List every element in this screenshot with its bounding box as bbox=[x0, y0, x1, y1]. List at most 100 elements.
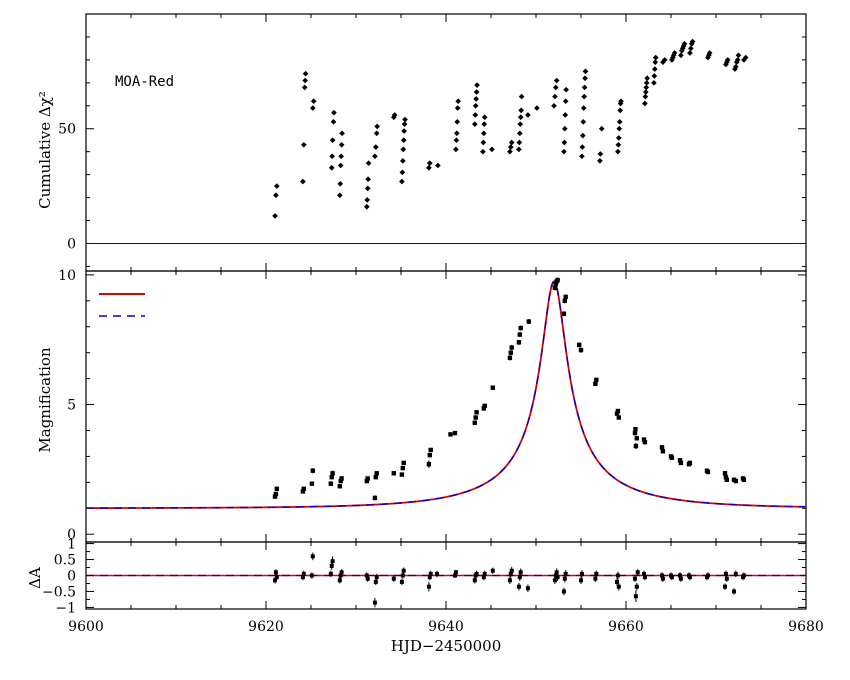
residual-point bbox=[399, 579, 404, 584]
chi2-point bbox=[302, 77, 308, 84]
chi2-point bbox=[329, 137, 336, 144]
chi2-point bbox=[643, 80, 650, 86]
chi2-point bbox=[644, 75, 650, 82]
residual-point bbox=[339, 570, 344, 575]
chi2-point bbox=[617, 107, 623, 114]
mag-point bbox=[634, 436, 639, 441]
y-tick-label: 10 bbox=[58, 268, 76, 284]
mag-point bbox=[678, 460, 684, 466]
chi2-point bbox=[525, 112, 531, 118]
mag-point bbox=[555, 277, 560, 283]
chi2-point bbox=[401, 128, 407, 134]
chi2-point bbox=[507, 148, 513, 155]
chi2-point bbox=[681, 41, 688, 47]
residual-point bbox=[642, 571, 646, 576]
mag-point bbox=[722, 471, 728, 476]
chi2-point bbox=[643, 84, 650, 91]
residual-point bbox=[525, 586, 530, 591]
x-tick-label: 9600 bbox=[68, 619, 104, 635]
mag-point bbox=[633, 426, 638, 432]
residual-point bbox=[723, 584, 727, 589]
mag-point bbox=[669, 455, 675, 460]
x-tick-label: 9680 bbox=[788, 619, 824, 635]
chi2-point bbox=[337, 162, 344, 169]
chi2-point bbox=[365, 176, 371, 183]
mag-point bbox=[374, 471, 379, 476]
mag-point bbox=[365, 476, 370, 481]
y-tick-label: 1 bbox=[67, 537, 76, 553]
chi2-point bbox=[310, 98, 317, 105]
chi2-point bbox=[552, 84, 559, 91]
mag-point bbox=[705, 469, 711, 475]
mag-point bbox=[373, 474, 378, 480]
chi2-point bbox=[562, 98, 569, 105]
mag-point bbox=[452, 430, 458, 436]
chi2-point bbox=[508, 139, 515, 146]
mag-point bbox=[472, 420, 477, 425]
residual-point bbox=[678, 573, 682, 578]
residual-point bbox=[374, 575, 379, 580]
chi2-point bbox=[336, 192, 343, 199]
residual-point bbox=[328, 571, 333, 576]
residual-point bbox=[427, 575, 432, 580]
chi2-point bbox=[364, 197, 371, 203]
chi2-point bbox=[363, 203, 370, 210]
y-tick-label: 0 bbox=[67, 569, 76, 585]
mag-point bbox=[301, 486, 306, 492]
residual-point bbox=[705, 573, 710, 578]
x-tick-label: 9620 bbox=[248, 619, 284, 635]
chi2-point bbox=[661, 57, 668, 63]
chi2-point bbox=[561, 139, 568, 146]
y-tick-label: 0.5 bbox=[54, 553, 76, 569]
y-tick-label: −1 bbox=[55, 600, 76, 616]
residual-point bbox=[337, 578, 342, 583]
chi2-point bbox=[652, 59, 659, 66]
mag-point bbox=[614, 411, 620, 416]
chi2-point bbox=[561, 148, 567, 155]
chi2-point bbox=[426, 164, 432, 171]
x-axis-label: HJD−2450000 bbox=[391, 637, 502, 655]
mag-point bbox=[518, 325, 523, 331]
mag-point bbox=[274, 486, 279, 492]
chi2-point bbox=[365, 160, 372, 166]
residual-point bbox=[633, 576, 637, 581]
chi2-point bbox=[372, 153, 378, 160]
chi2-point bbox=[742, 54, 749, 61]
chi2-point bbox=[516, 139, 523, 146]
residual-point bbox=[453, 570, 458, 575]
residual-point bbox=[642, 575, 647, 580]
mag-point bbox=[594, 377, 599, 383]
chi2-point bbox=[581, 84, 588, 91]
chi2-point bbox=[615, 141, 622, 148]
chi2-point bbox=[473, 96, 479, 102]
chi2-point bbox=[301, 84, 308, 91]
chi2-point bbox=[734, 57, 741, 63]
residual-point bbox=[330, 559, 335, 564]
mag-point bbox=[632, 430, 638, 436]
mag-point bbox=[561, 311, 567, 316]
chi2-point bbox=[732, 63, 739, 70]
residual-point bbox=[660, 576, 665, 581]
mag-point bbox=[577, 342, 582, 348]
chi2-point bbox=[687, 50, 693, 56]
chi2-point bbox=[273, 192, 279, 199]
chi2-point bbox=[273, 183, 280, 189]
middle-panel-plot bbox=[86, 277, 806, 509]
mag-point bbox=[474, 410, 479, 415]
chi2-point bbox=[579, 153, 585, 160]
chi2-point bbox=[472, 112, 479, 118]
chi2-point bbox=[373, 130, 380, 137]
chi2-point bbox=[582, 68, 589, 75]
chi2-point bbox=[474, 82, 480, 88]
chi2-point bbox=[687, 45, 694, 52]
mag-point bbox=[482, 403, 487, 409]
residual-point bbox=[733, 571, 738, 576]
mag-point bbox=[337, 484, 342, 489]
bottom-ylabel: ΔA bbox=[26, 567, 44, 589]
residual-point bbox=[660, 573, 664, 578]
chi2-point bbox=[642, 100, 648, 107]
chi2-point bbox=[374, 123, 380, 130]
chi2-point bbox=[400, 137, 407, 144]
chi2-point bbox=[615, 135, 622, 141]
